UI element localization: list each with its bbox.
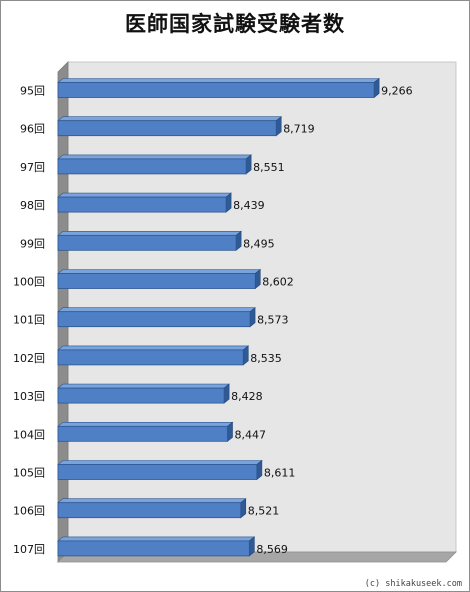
bar-top-face [57, 269, 262, 274]
bar-front-face [57, 464, 258, 480]
bar-top-face [57, 498, 247, 504]
bar-top-face [57, 231, 242, 236]
bar-front-face [57, 234, 237, 251]
category-label-9: 103回 [13, 390, 45, 403]
credit-text: (c) shikakuseek.com [364, 579, 462, 589]
bar-front-face [57, 502, 242, 519]
bar-top-face [57, 154, 252, 160]
bar-top-face [57, 116, 283, 121]
bar-front-face [57, 387, 225, 404]
bar-front-face [57, 273, 256, 289]
category-label-10: 104回 [13, 428, 45, 441]
bar-top-face [57, 421, 234, 427]
bar-front-face [57, 120, 277, 137]
bar-7 [57, 307, 256, 328]
bar-front-face [57, 425, 228, 442]
bar-1 [57, 77, 380, 99]
value-label-9: 8,428 [231, 390, 263, 403]
bar-front-face [57, 196, 227, 213]
value-label-3: 8,551 [253, 161, 285, 174]
value-label-1: 9,266 [381, 85, 413, 98]
bar-top-face [57, 460, 263, 465]
category-label-11: 105回 [13, 467, 45, 480]
value-label-2: 8,719 [283, 123, 315, 136]
bar-3 [57, 154, 252, 175]
value-label-8: 8,535 [250, 352, 282, 365]
category-label-5: 99回 [20, 237, 45, 250]
value-label-12: 8,521 [248, 505, 280, 518]
bar-top-face [57, 78, 380, 83]
bar-front-face [57, 311, 251, 328]
category-label-8: 102回 [13, 352, 45, 365]
chart-title: 医師国家試験受験者数 [125, 12, 345, 36]
bar-top-face [57, 536, 256, 542]
bar-6 [57, 268, 262, 290]
bar-2 [57, 116, 283, 137]
bar-12 [57, 498, 247, 519]
bar-front-face [57, 349, 244, 366]
bar-front-face [57, 540, 250, 557]
category-label-3: 97回 [20, 161, 45, 174]
value-label-7: 8,573 [257, 314, 289, 327]
category-label-6: 100回 [13, 276, 45, 289]
category-label-4: 98回 [20, 199, 45, 212]
bar-front-face [57, 82, 375, 98]
bar-top-face [57, 383, 230, 389]
bar-top-face [57, 307, 256, 313]
bar-10 [57, 421, 234, 442]
bar-front-face [57, 158, 247, 175]
value-label-13: 8,569 [256, 543, 288, 556]
value-label-4: 8,439 [233, 199, 265, 212]
value-label-5: 8,495 [243, 237, 274, 250]
category-label-7: 101回 [13, 314, 45, 327]
bar-5 [57, 230, 242, 251]
category-label-13: 107回 [13, 543, 45, 556]
bar-top-face [57, 192, 232, 198]
value-label-11: 8,611 [264, 467, 296, 480]
bar-top-face [57, 345, 250, 351]
bar-11 [57, 459, 263, 481]
bar-8 [57, 345, 250, 366]
data-labels: 9,266 8,719 8,551 8,439 8,495 8,602 8,573 8,535… [231, 85, 413, 556]
category-label-1: 95回 [20, 85, 45, 98]
category-axis-labels: 95回 96回 97回 98回 99回 100回 101回 102回 103回 104回 105回 1… [13, 85, 45, 556]
value-label-10: 8,447 [235, 428, 267, 441]
bar-4 [57, 192, 232, 213]
bar-9 [57, 383, 230, 404]
category-label-12: 106回 [13, 505, 45, 518]
bar-series [57, 77, 380, 557]
category-label-2: 96回 [20, 123, 45, 136]
value-label-6: 8,602 [262, 276, 294, 289]
bar-13 [57, 536, 256, 557]
